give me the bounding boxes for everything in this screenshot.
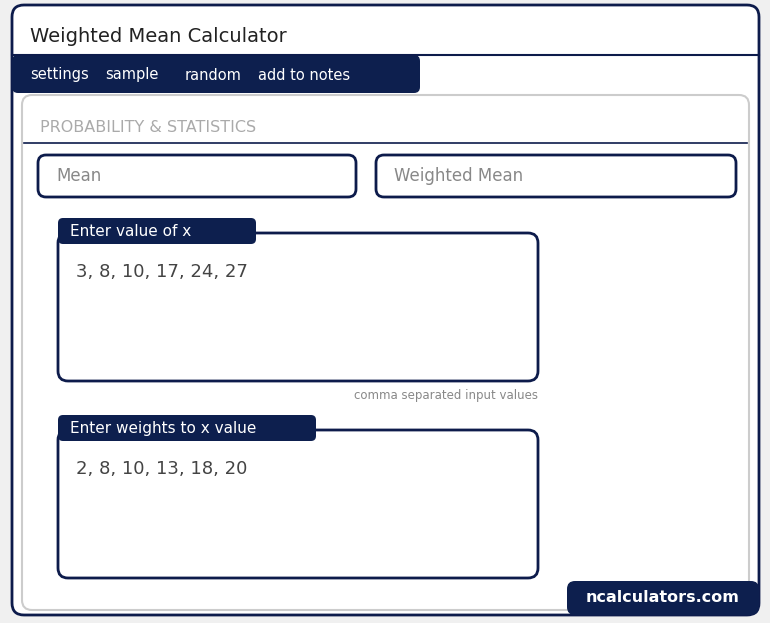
FancyBboxPatch shape <box>12 55 420 93</box>
FancyBboxPatch shape <box>12 5 759 615</box>
FancyBboxPatch shape <box>567 581 759 615</box>
Text: 3, 8, 10, 17, 24, 27: 3, 8, 10, 17, 24, 27 <box>76 263 248 281</box>
Text: comma separated input values: comma separated input values <box>354 389 538 401</box>
Text: PROBABILITY & STATISTICS: PROBABILITY & STATISTICS <box>40 120 256 135</box>
Text: sample: sample <box>105 67 159 82</box>
FancyBboxPatch shape <box>38 155 356 197</box>
Text: add to notes: add to notes <box>258 67 350 82</box>
FancyBboxPatch shape <box>58 430 538 578</box>
Text: ncalculators.com: ncalculators.com <box>586 591 740 606</box>
Text: Weighted Mean: Weighted Mean <box>394 167 523 185</box>
FancyBboxPatch shape <box>58 415 316 441</box>
Text: random: random <box>185 67 242 82</box>
Text: settings: settings <box>30 67 89 82</box>
FancyBboxPatch shape <box>22 95 749 610</box>
Text: Weighted Mean Calculator: Weighted Mean Calculator <box>30 27 286 47</box>
FancyBboxPatch shape <box>58 233 538 381</box>
FancyBboxPatch shape <box>58 218 256 244</box>
Text: Mean: Mean <box>56 167 101 185</box>
Text: Enter value of x: Enter value of x <box>70 224 191 239</box>
Text: Enter weights to x value: Enter weights to x value <box>70 421 256 435</box>
Text: 2, 8, 10, 13, 18, 20: 2, 8, 10, 13, 18, 20 <box>76 460 247 478</box>
FancyBboxPatch shape <box>376 155 736 197</box>
